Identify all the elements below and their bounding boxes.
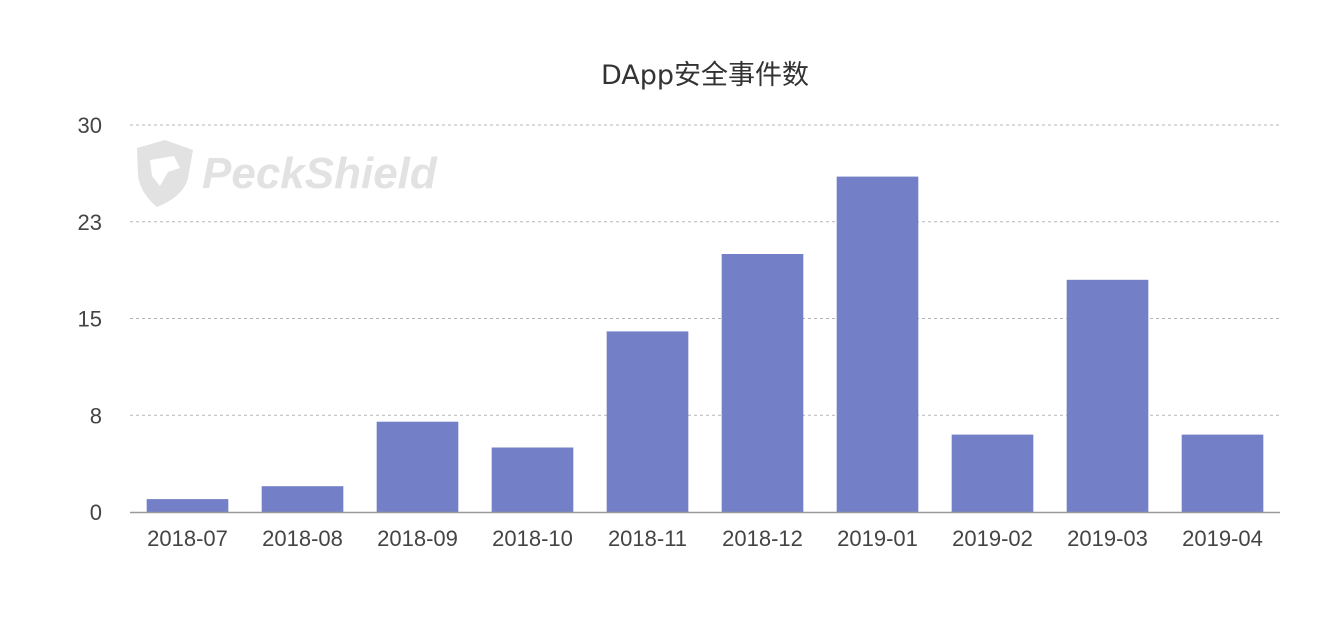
- x-tick-label: 2018-08: [262, 526, 343, 551]
- y-axis-ticks: 0 8 15 23 30: [78, 113, 102, 525]
- x-tick-label: 2018-07: [147, 526, 228, 551]
- bar-2019-04: [1181, 434, 1264, 512]
- x-tick-label: 2019-01: [837, 526, 918, 551]
- chart-title: DApp安全事件数: [601, 60, 809, 91]
- bar-2019-03: [1066, 279, 1149, 512]
- x-tick-label: 2018-09: [377, 526, 458, 551]
- bar-2018-12: [721, 254, 804, 512]
- bar-2018-11: [606, 331, 689, 512]
- y-tick-label: 23: [78, 210, 102, 235]
- shield-icon: [137, 140, 193, 207]
- bar-2019-01: [836, 176, 919, 512]
- x-axis-ticks: 2018-07 2018-08 2018-09 2018-10 2018-11 2018-…: [147, 526, 1263, 551]
- bar-2018-10: [491, 447, 574, 512]
- bar-2018-09: [376, 421, 459, 512]
- x-tick-label: 2018-11: [608, 526, 687, 551]
- y-tick-label: 0: [90, 500, 102, 525]
- bar-2018-08: [261, 486, 344, 512]
- bar-2019-02: [951, 434, 1034, 512]
- bar-2018-07: [146, 499, 229, 512]
- watermark-text: PeckShield: [202, 149, 438, 198]
- x-tick-label: 2019-03: [1067, 526, 1148, 551]
- y-tick-label: 8: [90, 403, 102, 428]
- x-tick-label: 2018-10: [492, 526, 573, 551]
- y-tick-label: 30: [78, 113, 102, 138]
- x-tick-label: 2019-02: [952, 526, 1033, 551]
- bars: [146, 176, 1264, 512]
- y-tick-label: 15: [78, 307, 102, 332]
- x-tick-label: 2018-12: [722, 526, 803, 551]
- x-tick-label: 2019-04: [1182, 526, 1263, 551]
- watermark: PeckShield: [137, 140, 438, 207]
